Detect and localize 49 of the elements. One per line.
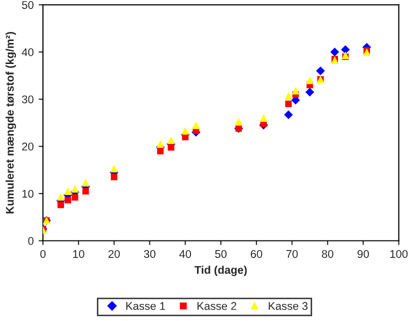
- x-tick-label: 0: [40, 250, 46, 258]
- point: [72, 194, 78, 201]
- point: [64, 196, 72, 204]
- x-tick-label: 30: [144, 250, 156, 258]
- x-tick-label: 10: [73, 250, 84, 258]
- point: [156, 140, 164, 148]
- point: [260, 114, 268, 122]
- y-tick-label: 10: [22, 190, 34, 198]
- x-tick-label: 80: [322, 250, 334, 258]
- x-tick-label: 50: [215, 250, 227, 258]
- point: [110, 174, 118, 180]
- legend-label: Kasse 1: [126, 302, 165, 310]
- point: [82, 178, 90, 187]
- point: [110, 164, 118, 172]
- point: [56, 193, 65, 201]
- x-tick-label: 70: [286, 250, 298, 258]
- point: [71, 185, 79, 193]
- point: [284, 92, 292, 100]
- point: [57, 202, 64, 208]
- point: [330, 48, 340, 56]
- x-axis-title: Tid (dage): [194, 266, 247, 276]
- point: [234, 118, 242, 126]
- point: [316, 66, 325, 76]
- point: [284, 110, 293, 120]
- point: [167, 136, 175, 144]
- point: [341, 45, 350, 54]
- x-tick-label: 100: [390, 250, 408, 258]
- point: [181, 127, 190, 135]
- x-tick-label: 40: [179, 250, 192, 258]
- point: [292, 86, 300, 94]
- y-tick-label: 50: [22, 1, 34, 9]
- point: [168, 144, 174, 151]
- point: [305, 88, 314, 97]
- y-tick-label: 40: [22, 48, 34, 56]
- legend-label: Kasse 2: [198, 302, 236, 310]
- y-axis-title: Kumuleret mængde tørstof (kg/m²): [6, 32, 16, 214]
- x-tick-label: 90: [358, 250, 369, 258]
- legend-label: Kasse 3: [268, 302, 308, 310]
- point: [192, 121, 200, 129]
- y-tick-label: 30: [22, 95, 34, 104]
- y-tick-label: 20: [22, 142, 34, 151]
- point: [306, 76, 314, 84]
- point: [64, 187, 72, 196]
- point: [285, 100, 292, 108]
- x-tick-label: 60: [250, 250, 262, 258]
- x-tick-label: 20: [108, 250, 120, 258]
- point: [157, 148, 164, 154]
- point: [82, 188, 89, 194]
- y-tick-label: 0: [28, 237, 34, 245]
